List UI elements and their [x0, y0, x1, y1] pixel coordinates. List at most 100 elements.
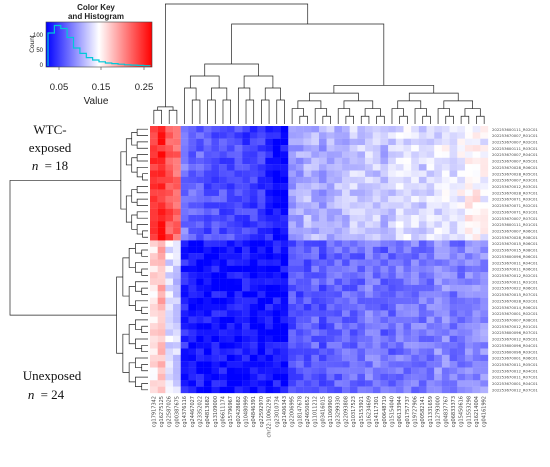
heatmap-cell	[411, 329, 420, 336]
heatmap-cell	[342, 310, 350, 317]
heatmap-cell	[249, 145, 258, 152]
heatmap-cell	[234, 189, 243, 197]
heatmap-cell	[426, 138, 435, 146]
heatmap-cell	[249, 272, 258, 279]
heatmap-cell	[395, 354, 404, 362]
heatmap-cell	[150, 284, 158, 292]
heatmap-cell	[219, 348, 227, 356]
heatmap-cell	[457, 367, 466, 375]
heatmap-cell	[234, 291, 243, 298]
heatmap-cell	[211, 234, 220, 241]
dendrogram-branch	[360, 115, 370, 124]
heatmap-cell	[372, 246, 381, 254]
heatmap-cell	[173, 278, 181, 286]
heatmap-cell	[434, 132, 443, 139]
heatmap-cell	[326, 284, 335, 292]
heatmap-cell	[265, 132, 274, 139]
heatmap-cell	[211, 189, 220, 197]
column-label: cg21406343	[282, 396, 288, 427]
heatmap-cell	[242, 361, 251, 368]
heatmap-cell	[211, 361, 220, 368]
heatmap-cell	[196, 361, 204, 368]
heatmap-cell	[157, 157, 166, 165]
heatmap-cell	[334, 234, 343, 241]
color-key-ytick-2: 100	[33, 33, 44, 39]
heatmap-cell	[265, 380, 274, 387]
heatmap-cell	[418, 145, 427, 152]
heatmap-cell	[395, 265, 404, 273]
heatmap-cell	[395, 215, 404, 222]
heatmap-cell	[157, 380, 166, 387]
heatmap-cell	[418, 373, 427, 381]
heatmap-cell	[295, 164, 304, 171]
heatmap-cell	[165, 278, 174, 286]
heatmap-cell	[426, 354, 435, 362]
heatmap-cell	[196, 297, 204, 305]
heatmap-cell	[272, 202, 281, 209]
heatmap-cell	[173, 138, 181, 146]
heatmap-cell	[326, 297, 335, 305]
dendrogram-branch	[445, 115, 454, 124]
dendrogram-branch	[245, 99, 255, 124]
heatmap-cell	[196, 367, 204, 375]
heatmap-cell	[457, 234, 466, 241]
heatmap-cell	[464, 234, 473, 241]
heatmap-cell	[265, 329, 274, 336]
heatmap-cell	[334, 272, 343, 279]
dendrogram-branch	[276, 99, 285, 124]
row-label: 202253670012_R02C01	[492, 273, 538, 278]
heatmap-cell	[441, 189, 450, 197]
heatmap-cell	[272, 227, 281, 235]
column-label: cg16275125	[159, 396, 165, 427]
heatmap-cell	[288, 126, 297, 133]
heatmap-cell	[280, 348, 289, 356]
heatmap-cell	[157, 373, 166, 381]
heatmap-cell	[196, 259, 204, 267]
heatmap-cell	[380, 259, 389, 267]
heatmap-cell	[372, 380, 381, 387]
heatmap-cell	[196, 132, 204, 139]
heatmap-cell	[219, 151, 227, 158]
heatmap-cell	[365, 335, 373, 343]
heatmap-cell	[165, 380, 174, 387]
heatmap-cell	[472, 272, 481, 279]
heatmap-cell	[349, 227, 358, 235]
heatmap-cell	[365, 202, 373, 209]
heatmap-cell	[165, 284, 174, 292]
heatmap-cell	[388, 323, 396, 330]
heatmap-cell	[380, 297, 389, 305]
heatmap-cell	[403, 329, 412, 336]
heatmap-cell	[388, 183, 396, 190]
heatmap-cell	[457, 227, 466, 235]
heatmap-cell	[449, 380, 458, 387]
heatmap-cell	[234, 373, 243, 381]
heatmap-cell	[180, 253, 189, 260]
heatmap-cell	[388, 316, 396, 324]
heatmap-cell	[211, 145, 220, 152]
heatmap-cell	[480, 170, 489, 178]
heatmap-cell	[457, 361, 466, 368]
heatmap-cell	[226, 329, 235, 336]
heatmap-cell	[219, 373, 227, 381]
heatmap-cell	[434, 183, 443, 190]
dendrogram-branch	[168, 109, 178, 124]
heatmap-cell	[226, 132, 235, 139]
heatmap-cell	[272, 380, 281, 387]
heatmap-cell	[395, 145, 404, 152]
heatmap-cell	[265, 278, 274, 286]
heatmap-cell	[173, 259, 181, 267]
heatmap-cell	[357, 183, 366, 190]
heatmap-cell	[280, 126, 289, 133]
heatmap-cell	[272, 316, 281, 324]
heatmap-cell	[319, 246, 327, 254]
heatmap-cell	[219, 183, 227, 190]
heatmap-cell	[257, 278, 266, 286]
heatmap-cell	[411, 386, 420, 394]
heatmap-cell	[372, 316, 381, 324]
heatmap-cell	[173, 284, 181, 292]
heatmap-cell	[180, 342, 189, 349]
heatmap-cell	[464, 291, 473, 298]
heatmap-cell	[234, 348, 243, 356]
heatmap-cell	[395, 291, 404, 298]
heatmap-cell	[449, 304, 458, 311]
